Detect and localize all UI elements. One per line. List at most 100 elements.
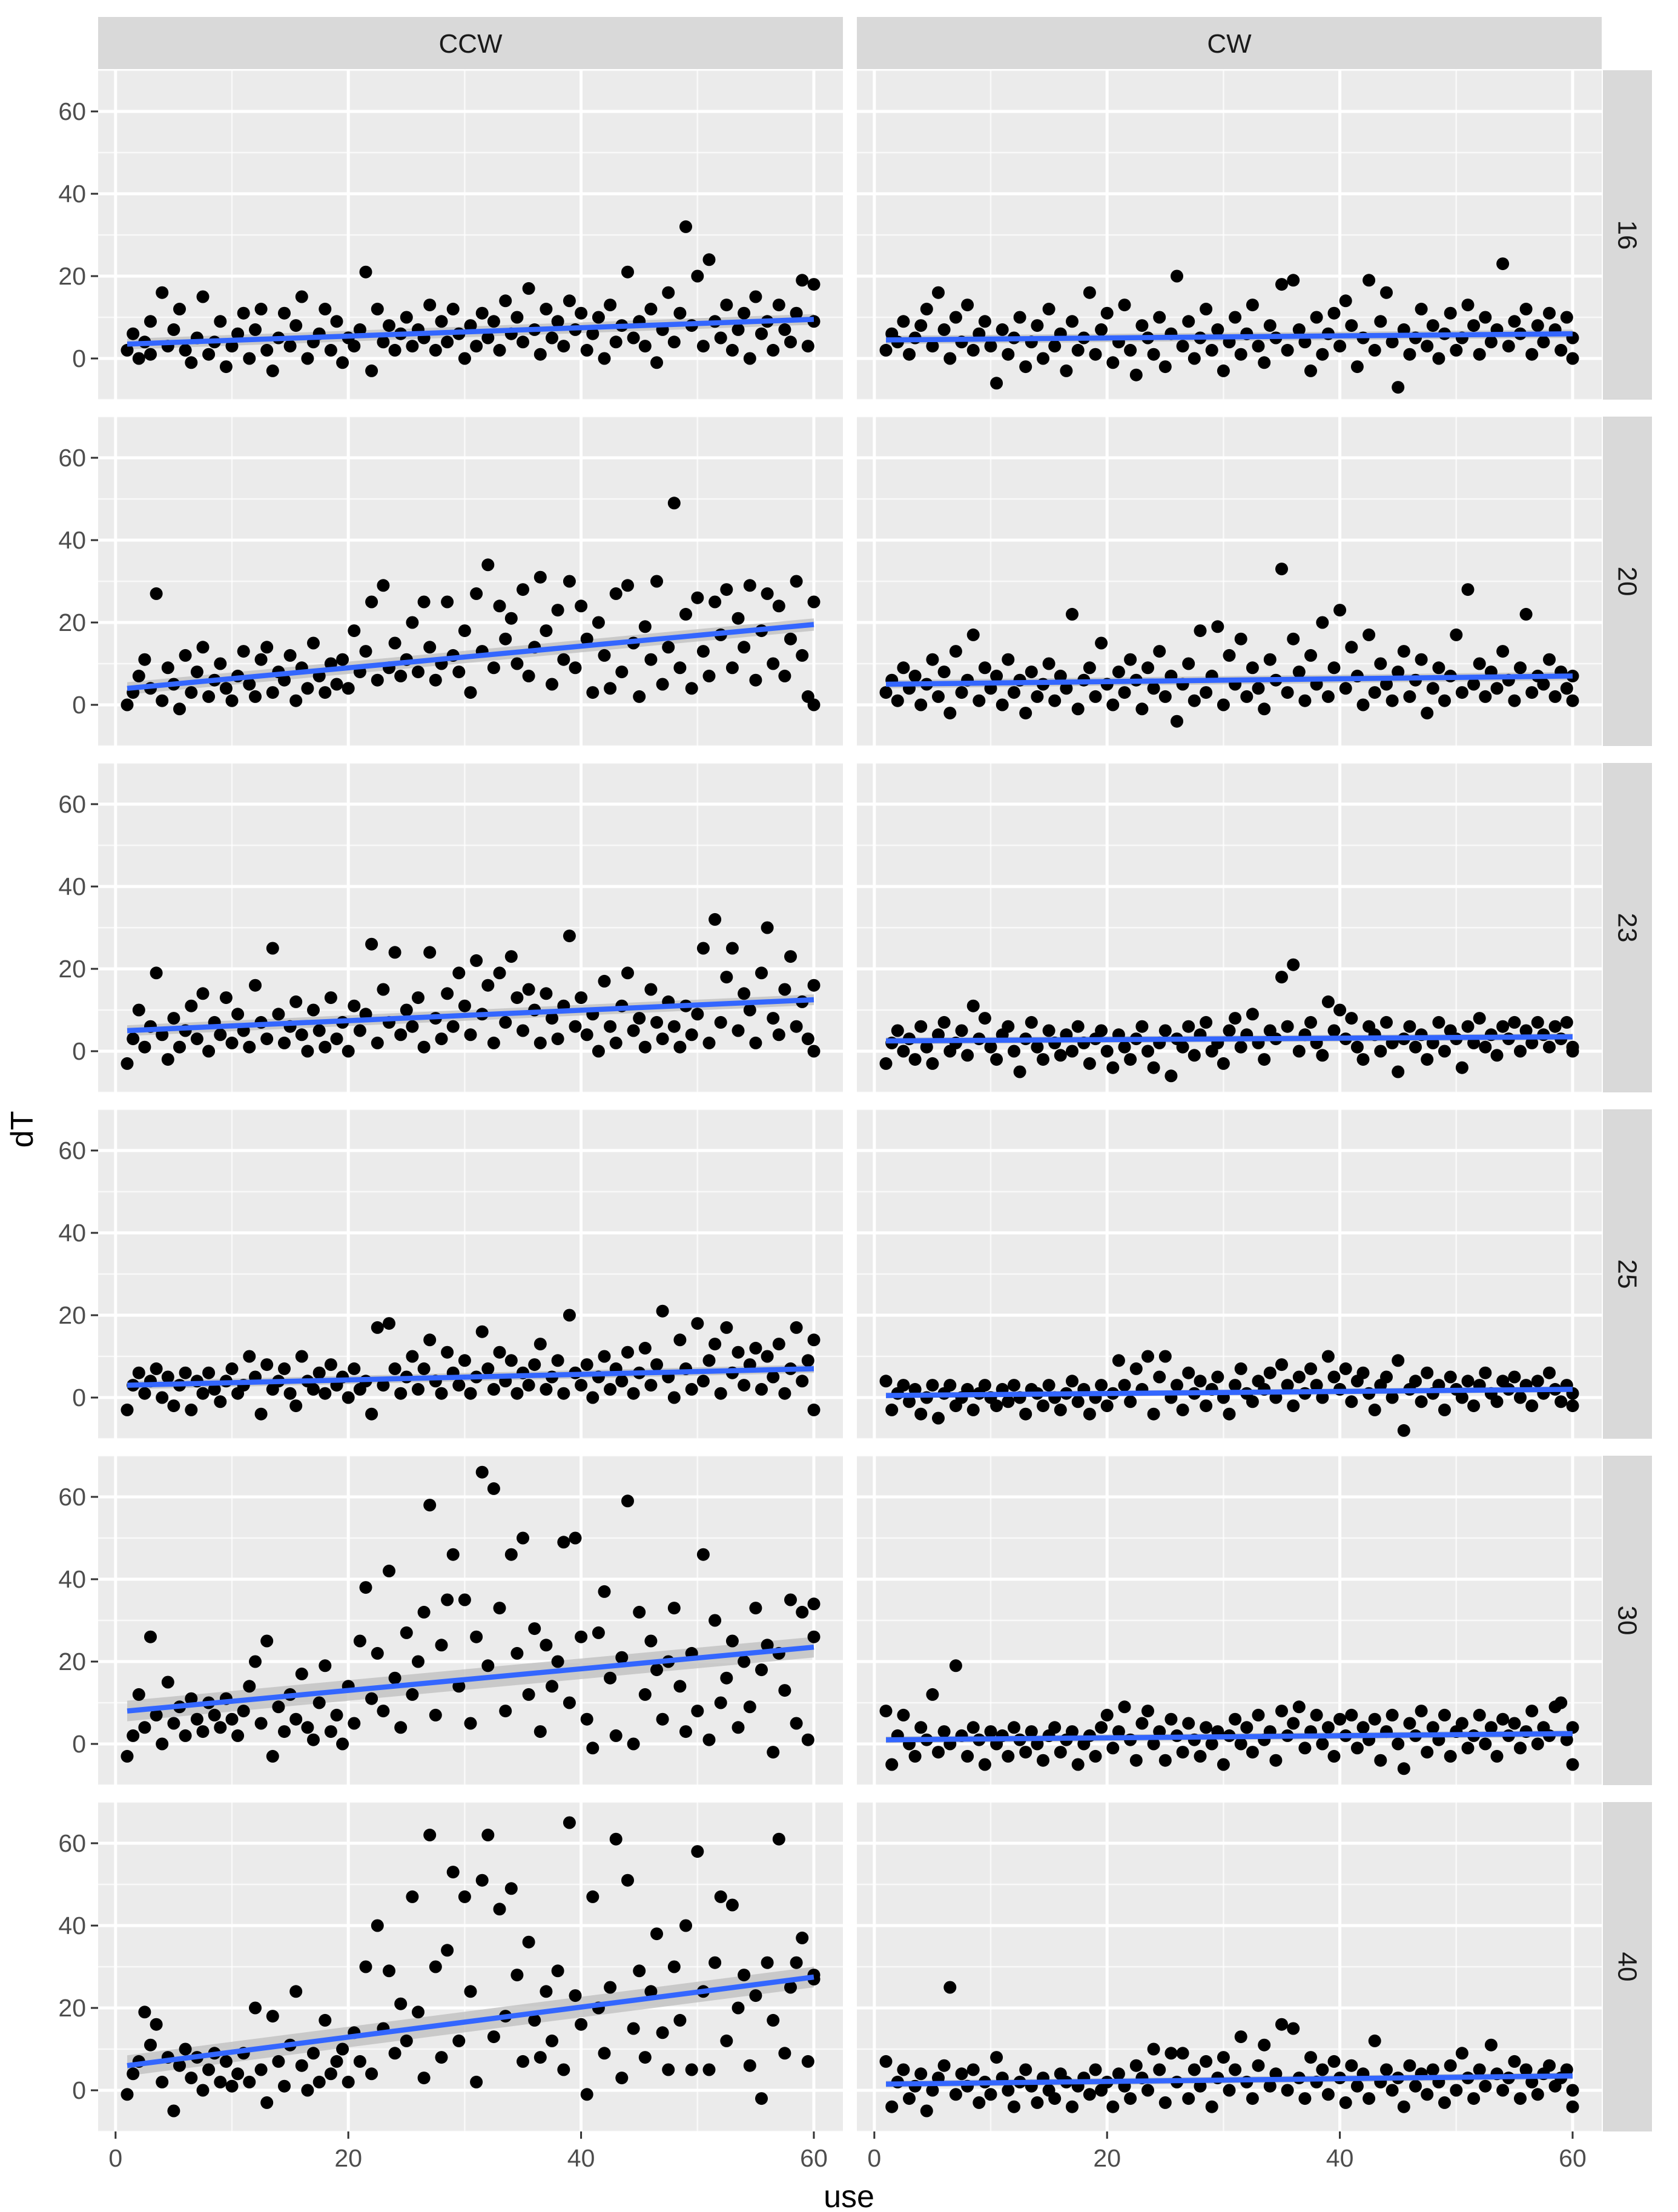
data-point xyxy=(185,1403,198,1416)
fit-line-CCW-16 xyxy=(127,317,814,347)
data-point xyxy=(1356,1721,1370,1734)
data-point xyxy=(1490,1049,1504,1062)
data-point xyxy=(1525,348,1539,361)
data-point xyxy=(342,682,355,695)
data-point xyxy=(879,1375,893,1388)
data-point xyxy=(949,1659,962,1672)
data-point xyxy=(533,1338,547,1351)
data-point xyxy=(406,1020,419,1033)
data-point xyxy=(691,591,704,604)
data-point xyxy=(254,1407,268,1421)
data-point xyxy=(1345,2059,1358,2072)
data-point xyxy=(510,1646,524,1660)
data-point xyxy=(569,1531,582,1545)
data-point xyxy=(289,1712,303,1726)
data-point xyxy=(540,1382,553,1396)
data-point xyxy=(202,2063,216,2076)
data-point xyxy=(1514,2092,1527,2105)
data-point xyxy=(1275,1358,1288,1372)
data-point xyxy=(1194,2079,1207,2093)
data-point xyxy=(127,1032,140,1046)
data-point xyxy=(1479,1737,1492,1751)
data-point xyxy=(225,1712,239,1726)
y-tick-label: 60 xyxy=(58,444,86,472)
data-point xyxy=(1473,657,1486,670)
data-point xyxy=(598,649,611,662)
data-point xyxy=(656,678,669,691)
data-point xyxy=(312,1024,326,1037)
data-point xyxy=(546,1680,558,1693)
data-point xyxy=(807,278,821,291)
data-point xyxy=(685,2063,698,2076)
data-point xyxy=(435,1639,448,1652)
data-point xyxy=(417,1605,431,1619)
data-point xyxy=(725,1634,739,1648)
data-point xyxy=(179,649,192,662)
data-point xyxy=(667,1020,681,1033)
data-point xyxy=(1229,2063,1242,2076)
facet-strips: CCW CW 16 20 23 25 30 40 xyxy=(98,17,1652,2131)
data-point xyxy=(179,1729,192,1742)
data-point xyxy=(1339,1362,1352,1375)
data-point xyxy=(1374,1045,1387,1058)
data-point xyxy=(1304,364,1317,377)
data-point xyxy=(738,987,751,1000)
y-tick-label: 40 xyxy=(58,873,86,900)
data-point xyxy=(714,1387,727,1400)
data-point xyxy=(592,311,605,324)
data-point xyxy=(412,991,424,1005)
data-point xyxy=(973,2096,986,2109)
data-point xyxy=(1479,311,1492,324)
data-point xyxy=(1217,698,1230,711)
data-point xyxy=(446,1866,460,1879)
data-point xyxy=(667,1960,681,1973)
data-point xyxy=(1019,1407,1032,1421)
data-point xyxy=(394,669,408,682)
data-point xyxy=(138,1721,151,1734)
data-point xyxy=(732,1024,745,1037)
x-tick-label: 60 xyxy=(1559,2144,1587,2172)
data-point xyxy=(441,1944,454,1957)
data-point xyxy=(278,1362,291,1375)
data-point xyxy=(1421,707,1434,720)
data-point xyxy=(1316,348,1329,361)
fit-line-CCW-20 xyxy=(127,622,814,692)
data-point xyxy=(301,2084,314,2097)
data-point xyxy=(807,1045,821,1058)
data-point xyxy=(1316,1391,1329,1404)
data-point xyxy=(1543,306,1556,320)
data-point xyxy=(801,1354,814,1367)
data-point xyxy=(371,673,384,687)
data-point xyxy=(1339,682,1352,695)
data-point xyxy=(394,1028,408,1042)
data-point xyxy=(1438,1708,1451,1722)
y-tick-label: 60 xyxy=(58,1829,86,1857)
data-point xyxy=(167,1012,180,1025)
data-point xyxy=(1129,1754,1143,1767)
data-point xyxy=(586,1890,600,1903)
data-point xyxy=(295,1028,308,1042)
data-point xyxy=(196,290,210,303)
data-point xyxy=(1484,335,1498,349)
data-point xyxy=(796,649,809,662)
data-point xyxy=(1281,1020,1294,1033)
data-point xyxy=(1426,319,1439,332)
data-point xyxy=(1287,632,1300,645)
data-point xyxy=(1292,1045,1306,1058)
data-point xyxy=(336,653,349,666)
data-point xyxy=(1071,343,1085,357)
data-point xyxy=(1490,1749,1504,1763)
data-point xyxy=(650,1927,663,1941)
data-point xyxy=(1118,1379,1131,1392)
data-point xyxy=(528,2013,541,2027)
data-point xyxy=(1339,2096,1352,2109)
data-point xyxy=(1455,1391,1468,1404)
data-point xyxy=(772,1338,785,1351)
data-point xyxy=(1421,1746,1434,1759)
data-point xyxy=(592,1045,605,1058)
data-point xyxy=(487,315,500,328)
data-point xyxy=(1066,1375,1078,1388)
data-point xyxy=(696,340,710,353)
data-point xyxy=(598,974,611,988)
data-point xyxy=(1403,1020,1416,1033)
